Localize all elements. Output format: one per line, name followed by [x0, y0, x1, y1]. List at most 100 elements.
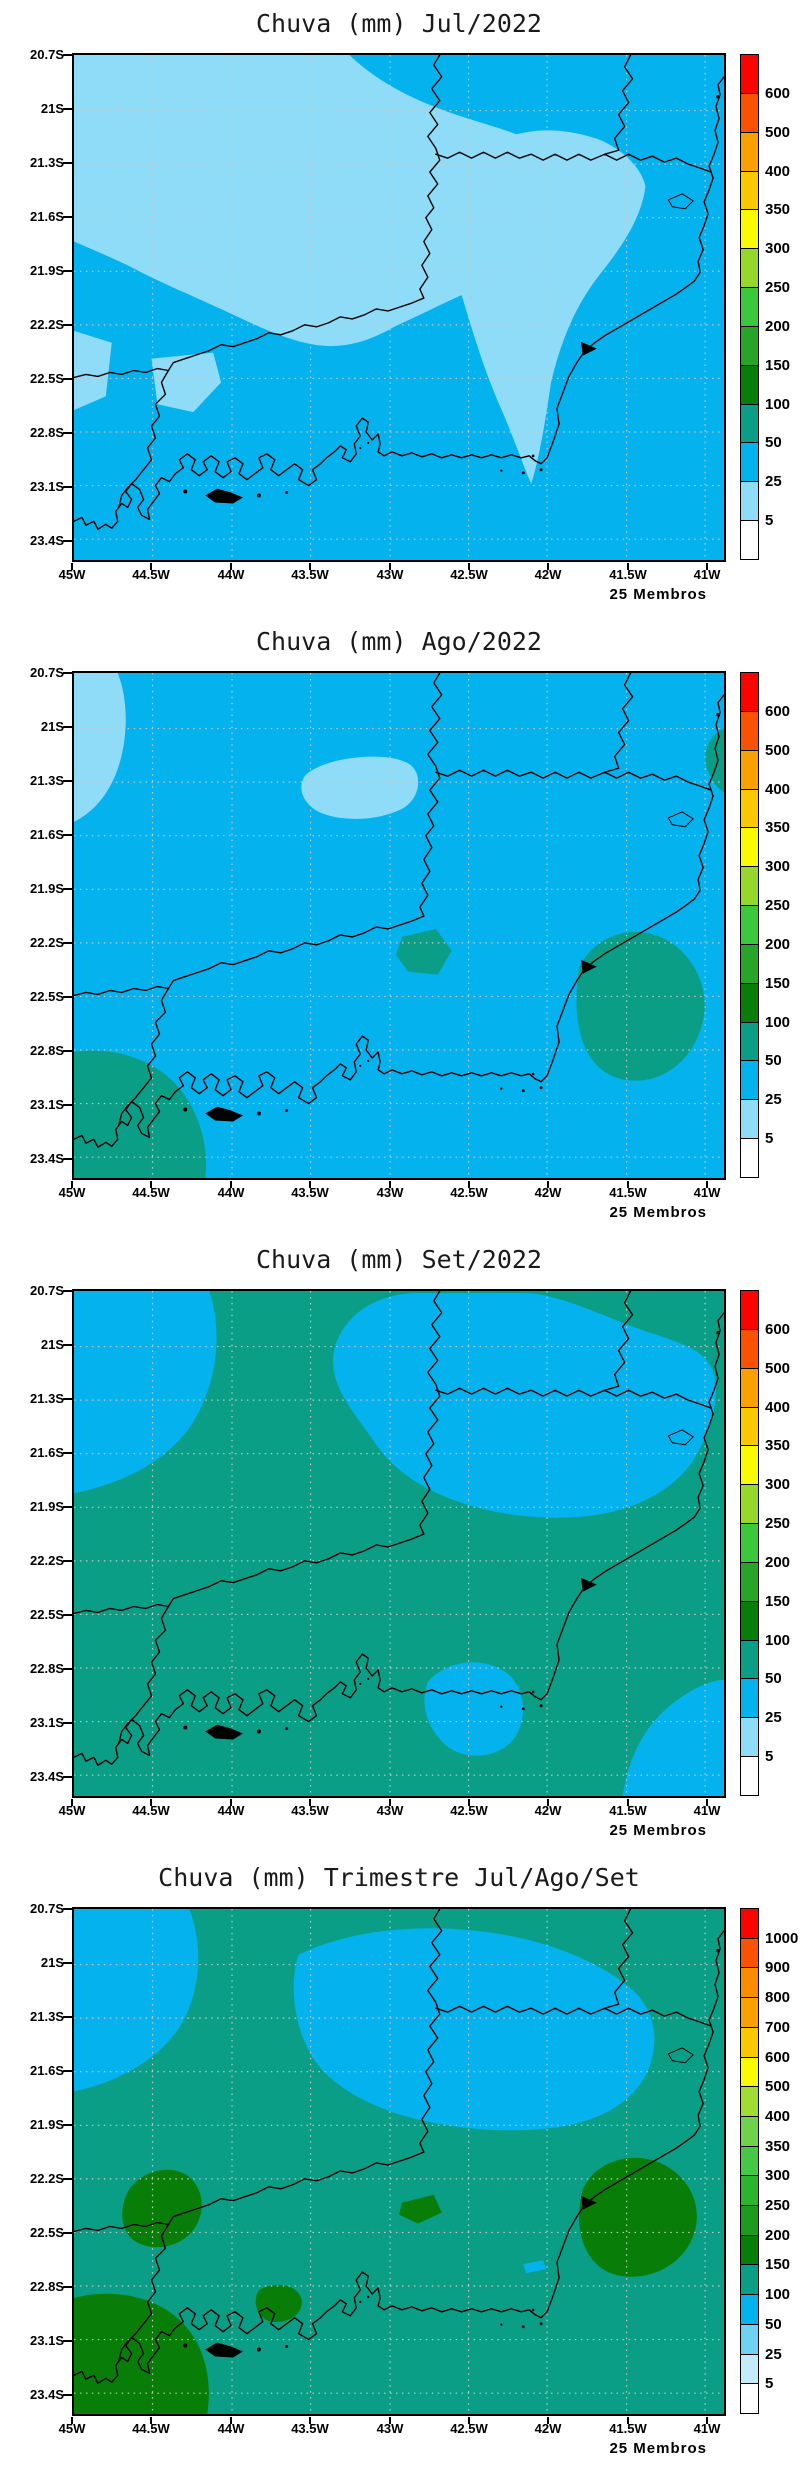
map-outline [74, 1291, 724, 1766]
fill-50-100mm-east [576, 931, 705, 1081]
lat-tick-mark [63, 1668, 72, 1670]
panel-title: Chuva (mm) Jul/2022 [256, 9, 542, 38]
lon-tick-mark [71, 1799, 73, 1806]
colorbar-segment [740, 2145, 759, 2177]
colorbar-value-label: 25 [765, 2345, 782, 2363]
lat-tick-mark [63, 270, 72, 272]
colorbar-value-label: 200 [765, 2226, 791, 2244]
colorbar-segment [740, 1367, 759, 1408]
lat-tick-mark [63, 1560, 72, 1562]
colorbar-segment [740, 672, 759, 712]
lon-tick-label: 44.5W [132, 567, 170, 582]
colorbar-value-label: 300 [765, 1476, 791, 1494]
fill-150-200mm-west [122, 2169, 202, 2248]
colorbar-value-label: 150 [765, 974, 791, 992]
colorbar-segment [740, 1290, 759, 1330]
panel-ago-2022: Chuva (mm) Ago/2022 20.7S 21S 21.3S 21.6S 21… [0, 618, 800, 1236]
lon-tick-mark [627, 563, 629, 570]
colorbar-segment [740, 2086, 759, 2117]
island-dot [531, 2308, 535, 2312]
colorbar-segment [740, 403, 759, 444]
island-dot [521, 471, 525, 475]
lon-tick-label: 45W [58, 2421, 86, 2436]
island-dot [183, 1107, 188, 1112]
island-dot [256, 1729, 261, 1734]
panel-title: Chuva (mm) Trimestre Jul/Ago/Set [158, 1863, 640, 1892]
lat-tick-label: 22.5S [30, 1607, 64, 1622]
lon-tick-label: 44W [217, 1185, 245, 1200]
lat-tick-mark [63, 2286, 72, 2288]
lon-tick-mark [468, 1181, 470, 1188]
members-label: 25 Membros [609, 1204, 707, 1221]
colorbar-segment [740, 2234, 759, 2266]
colorbar-value-label: 350 [765, 201, 791, 219]
colorbar-segment [740, 287, 759, 327]
island-dot [359, 446, 362, 450]
colorbar-segment [740, 1484, 759, 1525]
island-dot [183, 2343, 188, 2348]
island-dot [539, 1704, 543, 1708]
lon-tick-mark [150, 1799, 152, 1806]
lat-tick-mark [63, 1614, 72, 1616]
colorbar-value-label: 50 [765, 434, 782, 452]
colorbar-value-label: 5 [765, 2375, 774, 2393]
colorbar-value-label: 300 [765, 858, 791, 876]
lon-tick-label: 41.5W [609, 2421, 647, 2436]
state-boundary-line [74, 1930, 724, 2384]
colorbar-value-label: 50 [765, 2315, 782, 2333]
lon-tick-label: 43.5W [291, 1185, 329, 1200]
lon-tick-mark [309, 563, 311, 570]
lon-tick-mark [468, 2417, 470, 2424]
lat-tick-mark [63, 2016, 72, 2018]
colorbar-segment [740, 710, 759, 751]
lon-tick-label: 44.5W [132, 2421, 170, 2436]
colorbar-segment [740, 2115, 759, 2147]
island-dot [256, 493, 261, 498]
colorbar-segment [740, 170, 759, 211]
lon-tick-label: 42W [534, 1803, 562, 1818]
fill-5-25mm-patch-center-west [151, 352, 222, 413]
island-dot [366, 1677, 370, 1681]
map-outline [74, 673, 724, 1148]
island-dot [366, 1059, 370, 1063]
lat-tick-mark [63, 2070, 72, 2072]
lat-tick-mark [63, 996, 72, 998]
lon-tick-mark [706, 1799, 708, 1806]
colorbar-segment [740, 364, 759, 405]
lon-tick-mark [468, 563, 470, 570]
colorbar-value-label: 25 [765, 1091, 782, 1109]
island-dot [359, 2300, 362, 2304]
lon-tick-label: 41.5W [609, 1803, 647, 1818]
lon-tick-mark [547, 1181, 549, 1188]
coast-arrow-marker [580, 341, 597, 356]
colorbar-value-label: 1000 [765, 1929, 799, 1947]
colorbar-value-label: 400 [765, 1398, 791, 1416]
colorbar-value-label: 5 [765, 1130, 774, 1148]
colorbar-value-label: 200 [765, 317, 791, 335]
lat-tick-mark [63, 1050, 72, 1052]
fill-150-200mm-southwest [74, 2293, 209, 2414]
colorbar-value-label: 500 [765, 741, 791, 759]
lat-tick-mark [63, 1398, 72, 1400]
fill-150-200mm-center [399, 2194, 442, 2224]
colorbar-value-label: 5 [765, 1748, 774, 1766]
state-boundary-line [74, 694, 724, 1148]
coast-arrow-marker [580, 1577, 597, 1592]
lon-tick-mark [627, 2417, 629, 2424]
grid-layer [74, 673, 724, 1178]
lat-tick-label: 20.7S [30, 1901, 64, 1916]
state-boundary-line [435, 769, 712, 791]
state-boundary-line [435, 1387, 712, 1409]
fill-50-100mm-dash-center-east [523, 2260, 547, 2274]
lat-tick-mark [63, 1908, 72, 1910]
lat-tick-label: 20.7S [30, 47, 64, 62]
colorbar-value-label: 800 [765, 1989, 791, 2007]
grid-layer [74, 55, 724, 560]
lat-tick-mark [63, 726, 72, 728]
lat-tick-label: 22.2S [30, 317, 64, 332]
lat-tick-mark [63, 2232, 72, 2234]
island-dot [500, 1705, 503, 1708]
lon-tick-mark [706, 1181, 708, 1188]
colorbar-segment [740, 1138, 759, 1178]
lon-tick-label: 45W [58, 1185, 86, 1200]
